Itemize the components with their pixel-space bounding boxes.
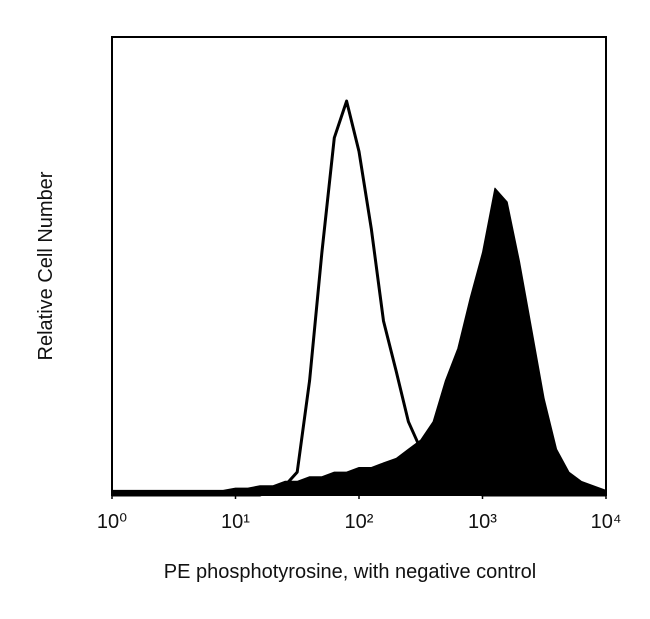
filled-histogram xyxy=(111,187,607,496)
x-tick-label: 10⁰ xyxy=(97,511,127,533)
x-tick-label: 10⁴ xyxy=(591,511,622,533)
y-axis-label: Relative Cell Number xyxy=(35,171,57,360)
x-axis-label: PE phosphotyrosine, with negative contro… xyxy=(164,561,536,583)
x-tick-label: 10¹ xyxy=(221,511,250,533)
x-tick-label: 10³ xyxy=(468,511,497,533)
x-tick-label: 10² xyxy=(345,511,374,533)
